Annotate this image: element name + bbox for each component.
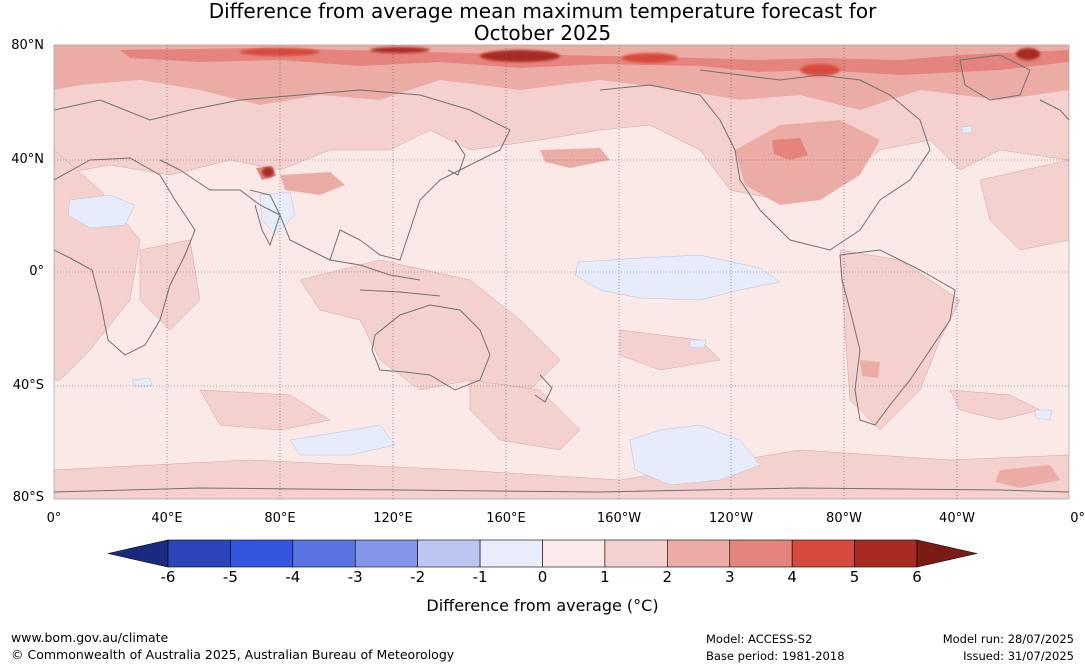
title-line-2: October 2025 [473, 21, 612, 45]
colorbar-tick-label: -1 [472, 568, 488, 586]
colorbar-tick-label: -4 [285, 568, 301, 586]
lat-label-0: 0° [29, 264, 44, 279]
lon-label-80e: 80°E [264, 511, 296, 526]
colorbar-tick-label: 5 [849, 568, 860, 586]
lon-label-0-left: 0° [46, 511, 62, 526]
lon-label-0-right: 0° [1070, 511, 1085, 526]
colorbar-tick-label: -2 [410, 568, 426, 586]
colorbar-arrow-low [107, 539, 169, 568]
lat-label-80s: 80°S [12, 490, 44, 505]
colorbar-cell [230, 539, 294, 568]
colorbar-cell [667, 539, 731, 568]
colorbar-cell [854, 539, 918, 568]
colorbar-tick-label: -5 [222, 568, 238, 586]
lat-label-40n: 40°N [11, 152, 44, 167]
lon-label-80w: 80°W [826, 511, 862, 526]
colorbar-cell [167, 539, 231, 568]
colorbar-tick-label: 2 [662, 568, 673, 586]
colorbar-tick-label: -6 [160, 568, 176, 586]
footer-website[interactable]: www.bom.gov.au/climate [11, 630, 169, 645]
lon-label-120e: 120°E [373, 511, 413, 526]
coastlines [54, 54, 1069, 493]
footer-model: Model: ACCESS-S2 [706, 632, 813, 646]
footer-base-period: Base period: 1981-2018 [706, 649, 845, 663]
colorbar-cell [292, 539, 356, 568]
colorbar-tick-label: 4 [787, 568, 797, 586]
colorbar-cell [479, 539, 543, 568]
anomaly-4-6-hotspots [240, 47, 1040, 177]
lat-label-40s: 40°S [12, 378, 44, 393]
lon-label-40w: 40°W [939, 511, 975, 526]
colorbar-tick-label: 0 [537, 568, 548, 586]
gridlines [54, 45, 1069, 499]
colorbar-cell [542, 539, 606, 568]
map-frame [53, 44, 1070, 500]
lon-label-120w: 120°W [708, 511, 754, 526]
colorbar-cell [354, 539, 418, 568]
colorbar-tick-label: 1 [600, 568, 610, 586]
colorbar-tick-label: -3 [347, 568, 363, 586]
colorbar-tick-label: 6 [912, 568, 922, 586]
colorbar-arrow-high [916, 539, 978, 568]
lon-label-160e: 160°E [486, 511, 526, 526]
footer-issued: Issued: 31/07/2025 [963, 649, 1074, 663]
title-line-1: Difference from average mean maximum tem… [208, 0, 877, 23]
footer-copyright: © Commonwealth of Australia 2025, Austra… [11, 647, 455, 662]
temperature-anomaly-map [53, 44, 1070, 500]
colorbar-cell [791, 539, 855, 568]
colorbar-tick-label: 3 [724, 568, 735, 586]
footer-model-run: Model run: 28/07/2025 [942, 632, 1074, 646]
lon-label-40e: 40°E [151, 511, 183, 526]
colorbar-cell [729, 539, 793, 568]
colorbar-cell [417, 539, 481, 568]
colorbar-cell [604, 539, 668, 568]
colorbar [107, 539, 978, 568]
lat-label-80n: 80°N [11, 38, 44, 53]
chart-title: Difference from average mean maximum tem… [0, 0, 1085, 44]
lon-label-160w: 160°W [596, 511, 642, 526]
anomaly-cool-regions [67, 125, 1053, 486]
colorbar-title: Difference from average (°C) [426, 596, 659, 615]
